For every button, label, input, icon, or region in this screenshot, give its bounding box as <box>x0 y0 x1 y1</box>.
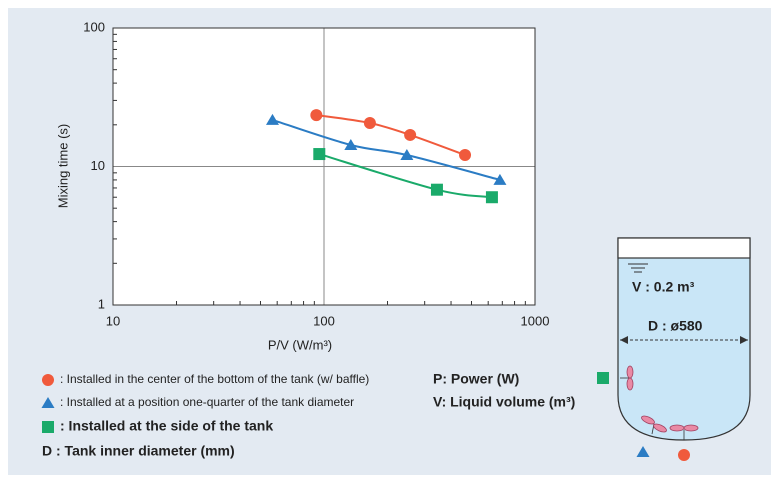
note: D : Tank inner diameter (mm) <box>42 443 235 459</box>
trend-curve <box>316 114 466 156</box>
data-point <box>430 183 443 196</box>
x-tick-label: 10 <box>106 313 120 328</box>
y-tick-label: 100 <box>83 19 105 34</box>
volume-label: V : 0.2 m³ <box>632 279 695 295</box>
y-axis-label: Mixing time (s) <box>55 124 70 209</box>
tank-top <box>617 237 751 259</box>
plot-frame <box>112 27 536 306</box>
legend-label: : Installed in the center of the bottom … <box>60 372 369 386</box>
note: V: Liquid volume (m³) <box>433 394 575 410</box>
data-point <box>493 173 507 185</box>
y-tick-label: 1 <box>98 296 105 311</box>
data-point <box>363 117 376 130</box>
data-point <box>404 128 417 141</box>
legend-label: : Installed at the side of the tank <box>60 418 273 434</box>
data-point <box>313 148 326 161</box>
legend-label: : Installed at a position one-quarter of… <box>60 395 354 409</box>
data-point <box>344 138 358 150</box>
legend-marker <box>42 421 54 433</box>
legend-marker <box>42 374 54 386</box>
legend-marker <box>41 397 55 408</box>
tank-position-icon <box>636 446 650 457</box>
trend-curve <box>272 118 501 181</box>
x-tick-label: 100 <box>313 313 335 328</box>
x-tick-label: 1000 <box>521 313 550 328</box>
data-point <box>485 191 498 204</box>
data-point <box>310 109 323 122</box>
y-tick-label: 10 <box>91 158 105 173</box>
trend-curve <box>319 153 493 199</box>
tank-diagram: V : 0.2 m³ D : ø580 <box>617 237 751 441</box>
note: P: Power (W) <box>433 371 519 387</box>
data-point <box>400 149 414 161</box>
diameter-label: D : ø580 <box>648 318 703 334</box>
tank-position-icon <box>597 372 609 384</box>
impellers <box>620 365 699 440</box>
tank-position-icon <box>678 449 690 461</box>
data-point <box>265 113 279 125</box>
data-point <box>459 149 472 162</box>
x-axis-label: P/V (W/m³) <box>268 337 332 352</box>
